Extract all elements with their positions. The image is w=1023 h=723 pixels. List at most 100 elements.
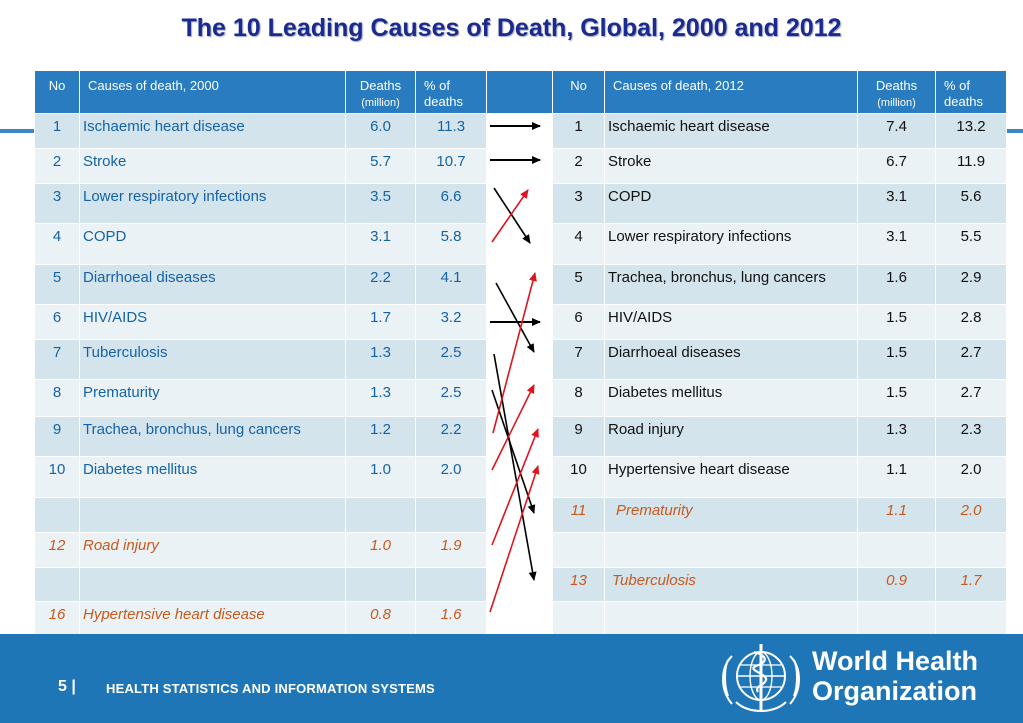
cell-cause-2012-text: HIV/AIDS [608,309,673,327]
cell-no-2000: 1 [34,113,80,150]
cell-cause-2012-text: Stroke [608,153,652,171]
cell-cause-2000: Road injury [79,531,346,568]
cell-cause-2012-text: Diabetes mellitus [608,384,723,402]
cell-deaths-2000-text: 1.7 [370,309,391,327]
cell-pct-2012: 2.9 [935,264,1007,306]
cell-arrow-gap [486,600,553,638]
cell-deaths-2000: 1.3 [345,339,416,381]
cell-no-2012-text [553,533,604,537]
cell-arrow-gap [486,455,553,498]
cell-pct-2000: 2.0 [415,455,487,498]
cell-cause-2012 [604,600,858,638]
table-row: 13 Tuberculosis 0.9 1.7 [34,566,1007,602]
cell-pct-2012-text: 2.9 [960,269,982,287]
cell-no-2012-text: 9 [574,420,583,438]
cell-pct-2000-text: 2.2 [440,420,462,438]
cell-pct-2000-text: 11.3 [436,118,466,136]
cell-pct-2000: 5.8 [415,223,487,266]
cell-cause-2012: Stroke [604,148,858,185]
cell-deaths-2000: 6.0 [345,113,416,150]
cell-cause-2000-text: Stroke [83,153,127,171]
cell-no-2000-text: 8 [52,384,62,402]
cell-no-2000-text: 2 [52,153,62,171]
cell-cause-2012-text [608,533,857,537]
cell-no-2012 [552,600,605,638]
cell-no-2012: 11 [552,496,605,533]
cell-deaths-2000: 3.1 [345,223,416,266]
cell-pct-2000: 10.7 [415,148,487,185]
cell-cause-2012-text: Diarrhoeal diseases [608,344,741,362]
cell-deaths-2012-text: 7.4 [886,118,907,136]
cell-cause-2000-text: Road injury [83,536,159,554]
cell-cause-2012-text: COPD [608,188,652,206]
cell-no-2000: 7 [34,339,80,381]
cell-cause-2000 [79,496,346,533]
cell-pct-2012-text: 1.7 [960,571,982,589]
cell-cause-2000: Hypertensive heart disease [79,600,346,638]
cell-pct-2012: 2.0 [935,455,1007,498]
cell-no-2000: 5 [34,264,80,306]
cell-arrow-gap [486,113,553,150]
cell-no-2000-text: 16 [48,605,66,623]
cell-no-2012-text: 5 [574,269,583,287]
table-row: 3 Lower respiratory infections 3.5 6.6 3 COPD… [34,183,1007,225]
cell-pct-2012 [935,531,1007,568]
cell-deaths-2012: 1.1 [857,455,936,498]
cell-cause-2000: Diarrhoeal diseases [79,264,346,306]
cell-pct-2000-text: 10.7 [436,153,466,171]
cell-deaths-2000-text [346,498,415,502]
cell-pct-2000-text: 3.2 [440,309,462,327]
cell-pct-2012 [935,600,1007,638]
cell-no-2000: 16 [34,600,80,638]
cell-deaths-2012: 1.3 [857,415,936,457]
cell-cause-2000-text: Prematurity [83,384,160,402]
cell-no-2012: 3 [552,183,605,225]
cell-deaths-2012-text [858,533,935,537]
cell-pct-2012-text: 5.5 [960,228,982,246]
cell-cause-2000: COPD [79,223,346,266]
cell-pct-2012: 2.8 [935,304,1007,341]
cell-pct-2000-text: 2.0 [440,460,462,478]
cell-deaths-2012: 1.1 [857,496,936,533]
cell-pct-2000: 11.3 [415,113,487,150]
cell-no-2000: 9 [34,415,80,457]
cell-cause-2012-text [608,602,857,606]
header-no-2000: No [34,69,80,115]
cell-cause-2000-text: Trachea, bronchus, lung cancers [83,420,301,438]
cell-pct-2012-text: 2.0 [960,501,982,519]
cell-no-2000: 2 [34,148,80,185]
cell-pct-2012-text: 2.0 [960,460,982,478]
header-no-2012: No [552,69,605,115]
table-row: 4 COPD 3.1 5.8 4 Lower respiratory infections… [34,223,1007,266]
cell-arrow-gap [486,264,553,306]
cell-cause-2000-text: Hypertensive heart disease [83,605,265,623]
cell-no-2012: 8 [552,379,605,417]
cell-no-2000-text: 10 [48,460,66,478]
header-arrow-gap [486,69,553,115]
cell-cause-2000-text [83,568,345,572]
cell-deaths-2000: 2.2 [345,264,416,306]
cell-pct-2012-text [936,533,1006,537]
cell-cause-2000: Diabetes mellitus [79,455,346,498]
cell-cause-2012-text: Hypertensive heart disease [608,460,790,478]
cell-no-2012-text: 6 [574,309,583,327]
cell-cause-2012: Trachea, bronchus, lung cancers [604,264,858,306]
cell-no-2000-text: 1 [52,118,62,136]
cell-deaths-2000: 3.5 [345,183,416,225]
cell-deaths-2012: 0.9 [857,566,936,602]
cell-no-2012-text: 2 [574,153,583,171]
cell-pct-2000: 1.9 [415,531,487,568]
cell-no-2012-text [553,602,604,606]
header-pct-2012: % of deaths [935,69,1007,115]
cell-deaths-2000 [345,566,416,602]
cell-deaths-2012-text: 3.1 [886,188,907,206]
cell-deaths-2000-text [346,568,415,572]
cell-no-2000-text: 12 [48,536,66,554]
table-row: 10 Diabetes mellitus 1.0 2.0 10 Hypertensive … [34,455,1007,498]
table-header-row: No Causes of death, 2000 Deaths (million)… [34,69,1007,115]
cell-pct-2000: 2.5 [415,379,487,417]
cell-pct-2012-text: 2.8 [960,309,982,327]
table-row: 8 Prematurity 1.3 2.5 8 Diabetes mellitus 1.5 2… [34,379,1007,417]
cell-no-2012: 2 [552,148,605,185]
cell-deaths-2012: 1.5 [857,379,936,417]
